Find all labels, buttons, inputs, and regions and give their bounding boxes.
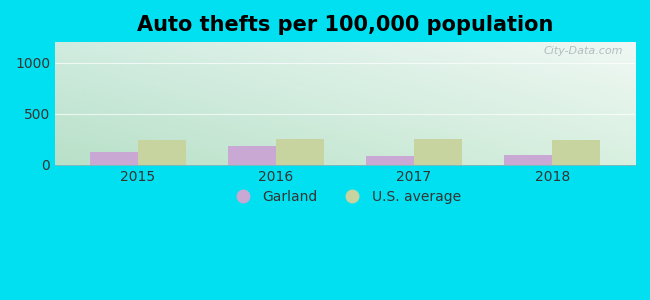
Bar — [414, 139, 462, 165]
Bar — [227, 146, 276, 165]
Bar — [552, 140, 601, 165]
Bar — [504, 155, 552, 165]
Bar — [90, 152, 138, 165]
Text: City-Data.com: City-Data.com — [544, 46, 623, 56]
Bar — [276, 139, 324, 165]
Bar — [138, 140, 186, 165]
Bar — [366, 156, 414, 165]
Legend: Garland, U.S. average: Garland, U.S. average — [224, 184, 467, 210]
Title: Auto thefts per 100,000 population: Auto thefts per 100,000 population — [136, 15, 553, 35]
